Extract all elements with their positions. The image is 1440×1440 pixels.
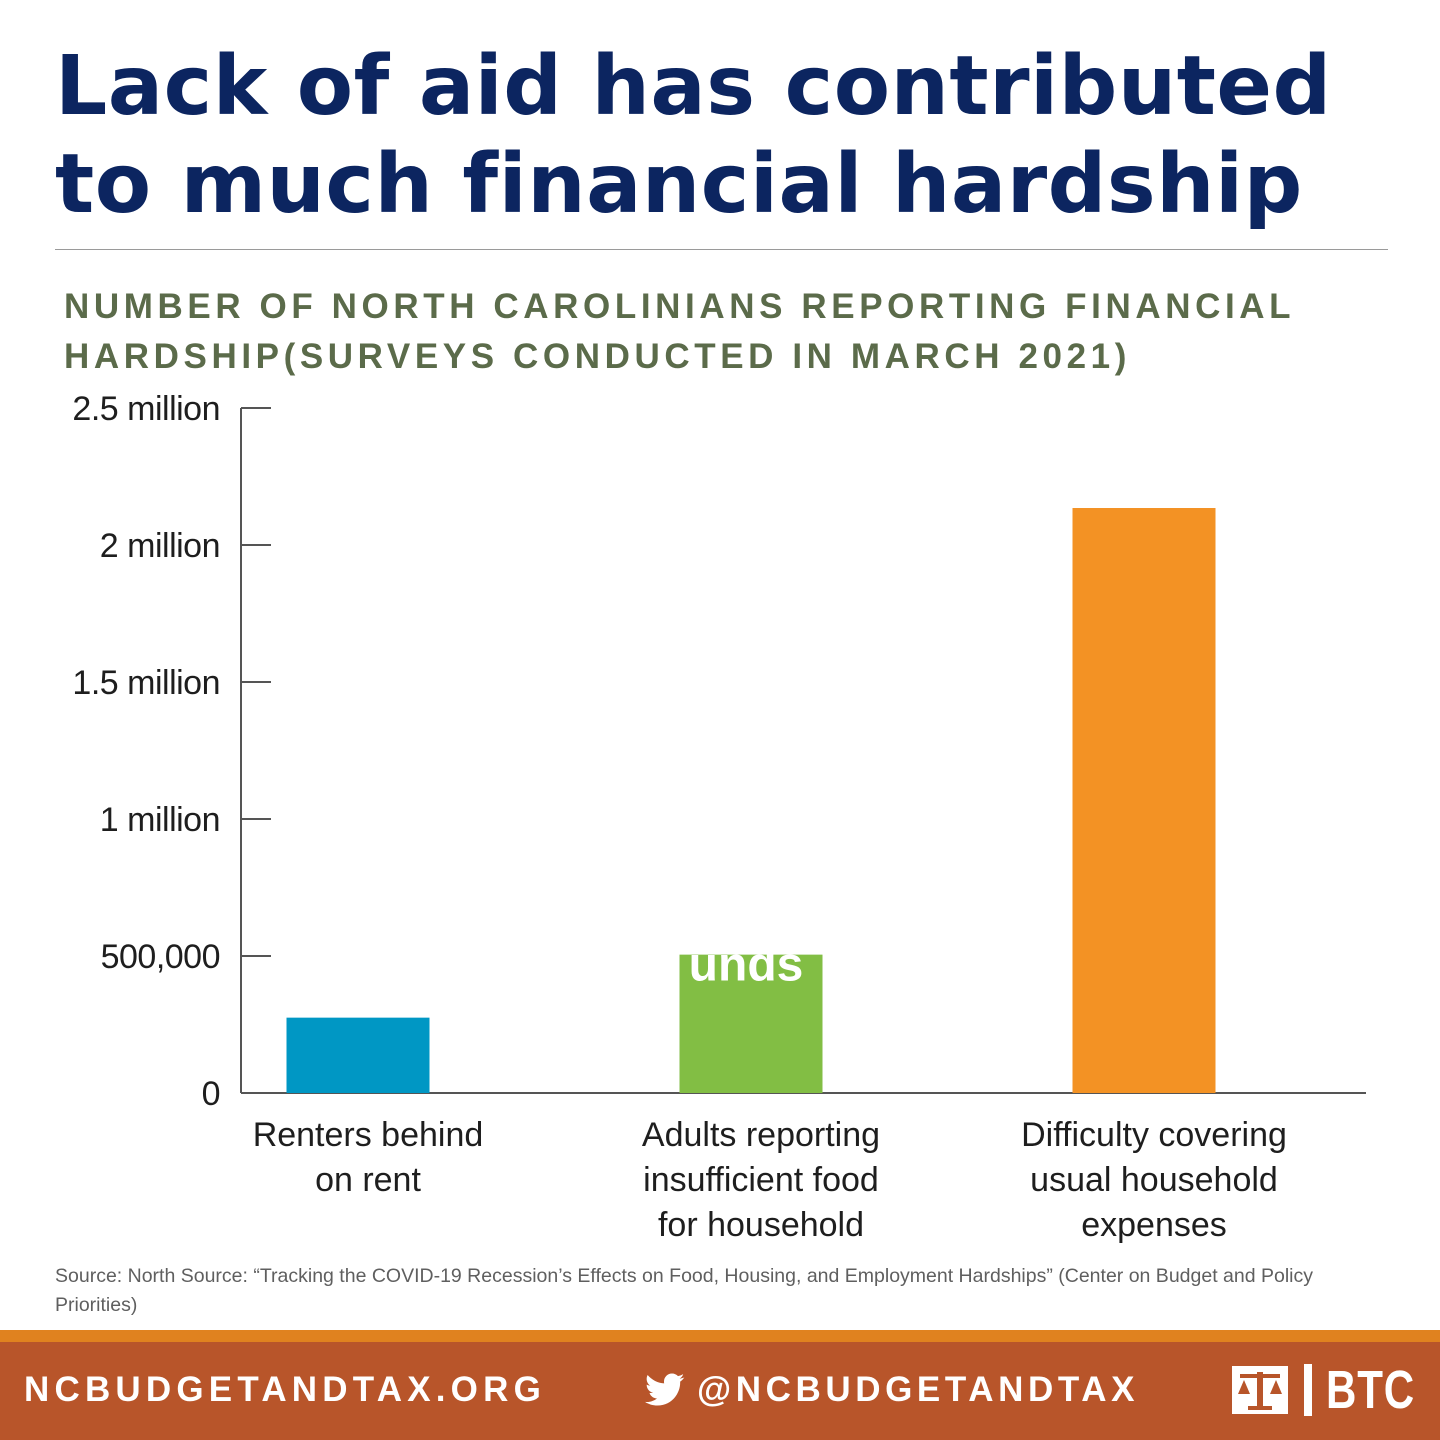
footer-stripe: [0, 1330, 1440, 1342]
bar-chart: 0 500,000 1 million 1.5 million 2 million 2.5…: [72, 390, 1366, 1244]
source-note: Source: North Source: “Tracking the COVI…: [55, 1265, 1313, 1316]
bar: [286, 1017, 430, 1093]
logo-divider: [1304, 1364, 1312, 1416]
y-tick-label: 1 million: [100, 801, 220, 839]
x-category-label: expenses: [1081, 1206, 1227, 1244]
x-category-label: on rent: [315, 1161, 421, 1199]
x-category-label: Adults reporting: [642, 1116, 880, 1154]
divider: [55, 249, 1388, 250]
headline: Lack of aid has contributed to much fina…: [55, 38, 1395, 234]
y-tick-label: 0: [202, 1075, 220, 1113]
y-tick-label: 2.5 million: [72, 390, 220, 428]
x-category-label: insufficient food: [643, 1161, 879, 1199]
bar: [1072, 508, 1216, 1093]
footer-twitter-handle: @NCBUDGETANDTAX: [697, 1370, 1140, 1409]
x-category-label: Difficulty covering: [1021, 1116, 1287, 1154]
y-tick-label: 500,000: [101, 938, 220, 976]
logo-text: BTC: [1326, 1360, 1415, 1420]
twitter-bird-icon: [645, 1373, 685, 1406]
y-tick-label: 2 million: [100, 527, 220, 565]
chart-subtitle: NUMBER OF NORTH CAROLINIANS REPORTING FI…: [64, 282, 1364, 382]
footer: NCBUDGETANDTAX.ORG @NCBUDGETANDTAX BTC: [0, 1342, 1440, 1440]
x-category-label: usual household: [1030, 1161, 1278, 1199]
headline-line-1: Lack of aid has contributed: [55, 39, 1332, 134]
chart-subtitle-line-1: NUMBER OF NORTH CAROLINIANS REPORTING FI…: [64, 287, 1296, 326]
chart-subtitle-line-2: HARDSHIP(SURVEYS CONDUCTED IN MARCH 2021…: [64, 337, 1131, 376]
headline-line-2: to much financial hardship: [55, 137, 1303, 232]
x-category-label: Renters behind: [253, 1116, 484, 1154]
btc-logo: BTC: [1230, 1360, 1440, 1420]
y-tick-label: 1.5 million: [72, 664, 220, 702]
scales-of-justice-icon: [1232, 1366, 1288, 1414]
footer-website-link[interactable]: NCBUDGETANDTAX.ORG: [24, 1370, 547, 1409]
x-category-label: for household: [658, 1206, 864, 1244]
bar-overlay-text: unds: [689, 939, 804, 992]
bar: [679, 954, 823, 1093]
footer-twitter[interactable]: @NCBUDGETANDTAX: [645, 1368, 1139, 1412]
